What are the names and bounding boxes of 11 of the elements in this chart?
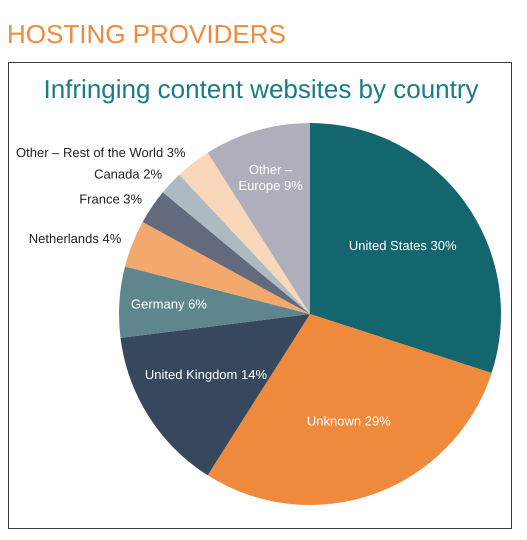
chart-title: HOSTING PROVIDERS xyxy=(7,19,286,49)
slice-label: United Kingdom 14% xyxy=(144,366,268,382)
slice-label: Canada 2% xyxy=(94,166,162,182)
chart-subtitle: Infringing content websites by country xyxy=(43,74,479,104)
slice-label: Other – Rest of the World 3% xyxy=(16,145,186,160)
slice-label: United States 30% xyxy=(348,238,457,254)
slice-label: Unknown 29% xyxy=(306,413,392,428)
slice-label: Germany 6% xyxy=(131,296,208,312)
slice-label: Netherlands 4% xyxy=(28,230,122,246)
slice-label: Other – Europe 9% xyxy=(238,162,304,193)
slice-label: France 3% xyxy=(79,191,143,206)
